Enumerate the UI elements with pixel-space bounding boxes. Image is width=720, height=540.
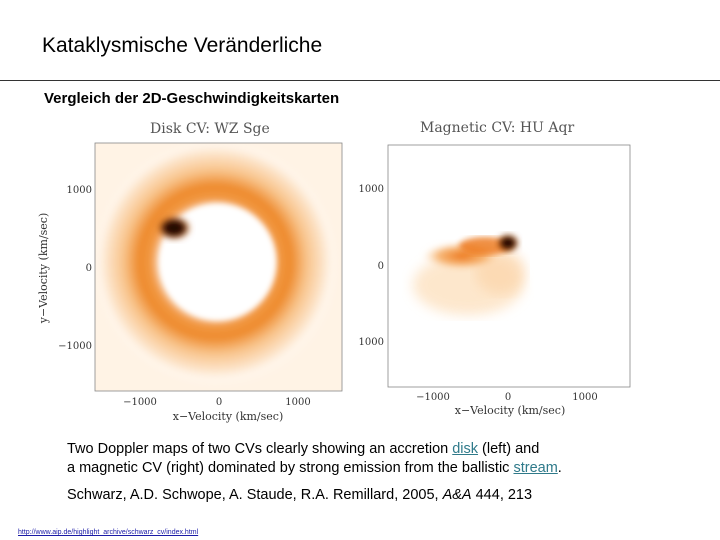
caption-text: a magnetic CV (right) dominated by stron… xyxy=(67,460,514,476)
right-y-tick: 1000 xyxy=(359,184,384,195)
left-doppler-map: Disk CV: WZ Sge 1000 0 −1000 −1000 0 100… xyxy=(37,121,343,423)
stream-link[interactable]: stream xyxy=(513,460,558,476)
right-y-tick: 1000 xyxy=(359,337,384,348)
right-x-tick: −1000 xyxy=(416,392,450,403)
source-url-link[interactable]: http://www.aip.de/highlight_archive/schw… xyxy=(18,529,199,536)
title-divider xyxy=(0,80,720,81)
citation-volume: 444, 213 xyxy=(471,487,533,503)
right-x-axis-label: x−Velocity (km/sec) xyxy=(455,404,566,417)
right-doppler-map: Magnetic CV: HU Aqr 1000 0 1000 −1000 0 … xyxy=(359,120,631,417)
citation: Schwarz, A.D. Schwope, A. Staude, R.A. R… xyxy=(67,487,532,503)
caption-text: (left) and xyxy=(478,441,540,457)
slide-subtitle: Vergleich der 2D-Geschwindigkeitskarten xyxy=(44,90,340,107)
right-x-tick: 1000 xyxy=(572,392,597,403)
caption-text: Two Doppler maps of two CVs clearly show… xyxy=(67,441,453,457)
caption-text: . xyxy=(557,460,562,476)
citation-authors: Schwarz, A.D. Schwope, A. Staude, R.A. R… xyxy=(67,487,443,503)
left-map-title: Disk CV: WZ Sge xyxy=(150,121,270,137)
slide-title: Kataklysmische Veränderliche xyxy=(42,34,323,57)
left-y-tick: 1000 xyxy=(67,185,92,196)
right-map-title: Magnetic CV: HU Aqr xyxy=(420,120,574,136)
left-x-tick: 1000 xyxy=(285,397,310,408)
left-y-tick: 0 xyxy=(86,263,92,274)
figure-caption: Two Doppler maps of two CVs clearly show… xyxy=(67,440,562,478)
left-y-tick: −1000 xyxy=(58,341,92,352)
left-x-tick: −1000 xyxy=(123,397,157,408)
right-y-tick: 0 xyxy=(378,261,384,272)
left-y-axis-label: y−Velocity (km/sec) xyxy=(37,213,50,325)
left-x-tick: 0 xyxy=(216,397,222,408)
citation-journal: A&A xyxy=(442,487,472,503)
left-x-axis-label: x−Velocity (km/sec) xyxy=(173,410,284,423)
right-x-tick: 0 xyxy=(505,392,511,403)
disk-link[interactable]: disk xyxy=(452,441,479,457)
doppler-maps-figure: Disk CV: WZ Sge 1000 0 −1000 −1000 0 100… xyxy=(37,120,631,423)
